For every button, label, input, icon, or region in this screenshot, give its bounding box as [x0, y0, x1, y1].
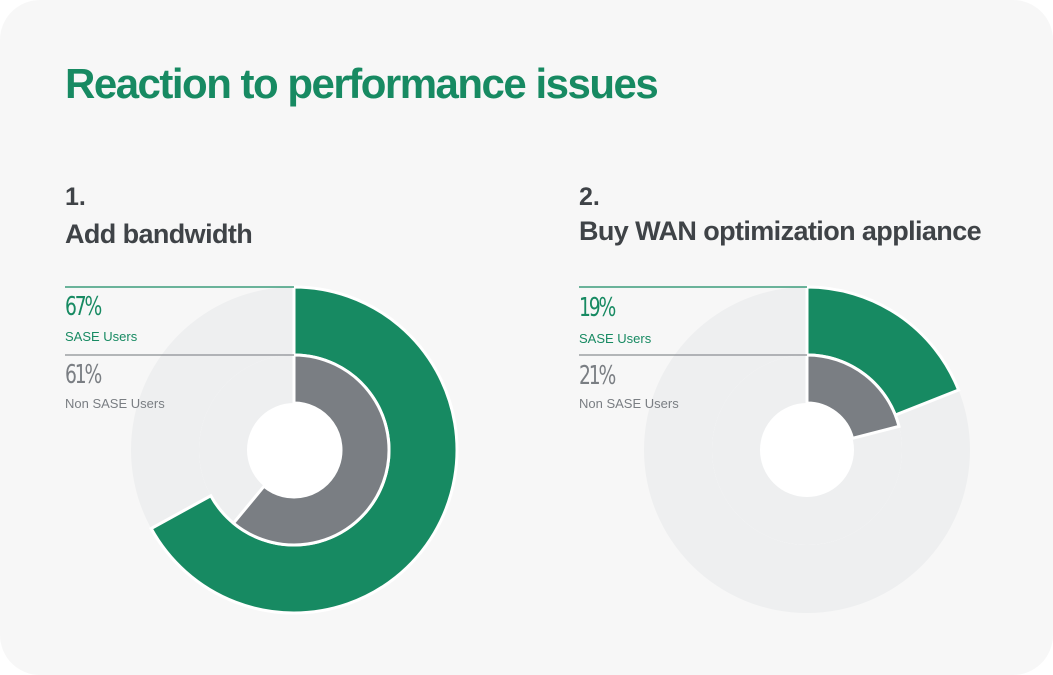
- panel-2-non-sase-value: 21%: [579, 361, 616, 391]
- panel-2-sase-value: 19%: [579, 293, 616, 323]
- panel-1-title: Add bandwidth: [65, 219, 253, 249]
- panel-1-non-sase-label: Non SASE Users: [65, 396, 165, 411]
- panel-2-sase-label: SASE Users: [579, 331, 652, 346]
- panel-2-title: Buy WAN optimization appliance: [579, 216, 982, 246]
- panel-2-non-sase-label: Non SASE Users: [579, 396, 679, 411]
- panel-2-number: 2.: [579, 183, 600, 211]
- panel-2-center-hole: [760, 403, 854, 497]
- panel-1-sase-label: SASE Users: [65, 329, 138, 344]
- panel-1-sase-value: 67%: [65, 292, 102, 322]
- panel-2-non-sase-arc: [805, 353, 901, 441]
- panel-1-non-sase-value: 61%: [65, 360, 102, 390]
- panel-1-non-sase-arc: [231, 353, 391, 547]
- page-title: Reaction to performance issues: [65, 60, 659, 107]
- panel-1-number: 1.: [65, 183, 86, 211]
- panel-1-center-hole: [247, 403, 341, 497]
